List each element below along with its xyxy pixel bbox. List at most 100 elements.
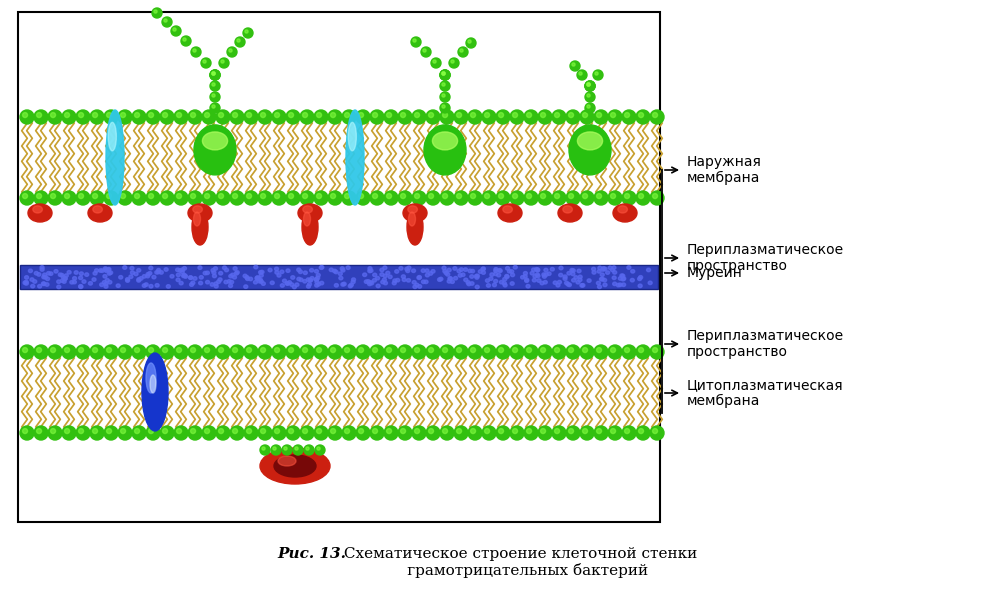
Ellipse shape xyxy=(380,268,384,272)
Ellipse shape xyxy=(305,207,315,215)
Ellipse shape xyxy=(468,191,482,205)
Ellipse shape xyxy=(188,276,192,279)
Ellipse shape xyxy=(569,428,574,433)
Ellipse shape xyxy=(611,193,616,198)
Ellipse shape xyxy=(338,272,342,275)
Ellipse shape xyxy=(376,284,380,288)
Ellipse shape xyxy=(441,94,445,97)
Ellipse shape xyxy=(300,191,314,205)
Ellipse shape xyxy=(536,274,540,278)
Ellipse shape xyxy=(340,267,344,271)
Ellipse shape xyxy=(106,428,111,433)
Ellipse shape xyxy=(622,191,636,205)
Ellipse shape xyxy=(428,193,433,198)
Ellipse shape xyxy=(592,271,596,274)
Ellipse shape xyxy=(617,283,621,287)
Ellipse shape xyxy=(34,272,38,275)
Ellipse shape xyxy=(308,278,312,282)
Ellipse shape xyxy=(457,269,461,273)
Ellipse shape xyxy=(159,271,163,274)
Ellipse shape xyxy=(192,209,208,245)
Ellipse shape xyxy=(525,279,529,283)
Ellipse shape xyxy=(125,278,129,281)
Ellipse shape xyxy=(173,28,176,31)
Ellipse shape xyxy=(33,206,42,213)
Ellipse shape xyxy=(46,277,50,280)
Ellipse shape xyxy=(541,193,546,198)
Ellipse shape xyxy=(348,284,352,288)
Ellipse shape xyxy=(204,428,209,433)
Ellipse shape xyxy=(372,348,377,353)
Ellipse shape xyxy=(25,275,29,279)
Ellipse shape xyxy=(566,426,580,440)
Ellipse shape xyxy=(224,280,228,284)
Ellipse shape xyxy=(260,113,265,118)
Ellipse shape xyxy=(50,348,56,353)
Ellipse shape xyxy=(162,428,167,433)
Ellipse shape xyxy=(445,273,449,276)
Ellipse shape xyxy=(180,271,184,274)
Ellipse shape xyxy=(533,278,537,282)
Ellipse shape xyxy=(298,270,302,274)
Ellipse shape xyxy=(382,266,386,269)
Ellipse shape xyxy=(384,191,398,205)
Ellipse shape xyxy=(28,269,32,272)
Ellipse shape xyxy=(475,285,479,289)
Ellipse shape xyxy=(441,72,445,75)
Ellipse shape xyxy=(369,282,373,285)
Ellipse shape xyxy=(62,110,76,124)
Ellipse shape xyxy=(392,279,396,282)
Ellipse shape xyxy=(426,345,440,359)
Ellipse shape xyxy=(116,284,120,288)
Ellipse shape xyxy=(107,267,111,271)
Ellipse shape xyxy=(277,274,281,277)
Ellipse shape xyxy=(288,428,293,433)
Ellipse shape xyxy=(426,191,440,205)
Ellipse shape xyxy=(286,426,300,440)
Ellipse shape xyxy=(328,345,342,359)
Ellipse shape xyxy=(506,267,510,270)
Ellipse shape xyxy=(30,278,34,282)
Ellipse shape xyxy=(370,110,384,124)
Ellipse shape xyxy=(478,270,482,274)
Ellipse shape xyxy=(440,92,450,102)
Ellipse shape xyxy=(544,268,548,272)
Ellipse shape xyxy=(298,204,322,222)
Ellipse shape xyxy=(571,272,575,275)
Ellipse shape xyxy=(189,283,193,286)
Ellipse shape xyxy=(275,271,279,274)
Ellipse shape xyxy=(76,426,90,440)
Ellipse shape xyxy=(255,277,259,280)
Ellipse shape xyxy=(454,345,468,359)
Ellipse shape xyxy=(424,125,466,175)
Ellipse shape xyxy=(426,110,440,124)
Ellipse shape xyxy=(499,280,504,284)
Ellipse shape xyxy=(496,191,510,205)
Ellipse shape xyxy=(625,428,630,433)
Ellipse shape xyxy=(106,348,111,353)
Ellipse shape xyxy=(137,269,141,272)
Ellipse shape xyxy=(583,348,588,353)
Ellipse shape xyxy=(538,345,552,359)
Ellipse shape xyxy=(569,193,574,198)
Ellipse shape xyxy=(577,269,581,273)
Ellipse shape xyxy=(456,428,461,433)
Ellipse shape xyxy=(146,426,160,440)
Ellipse shape xyxy=(307,283,311,286)
Ellipse shape xyxy=(456,113,461,118)
Ellipse shape xyxy=(496,345,510,359)
Ellipse shape xyxy=(316,428,321,433)
Ellipse shape xyxy=(210,81,220,91)
Ellipse shape xyxy=(258,278,262,282)
Ellipse shape xyxy=(563,206,573,213)
Ellipse shape xyxy=(50,113,56,118)
Ellipse shape xyxy=(188,345,202,359)
Ellipse shape xyxy=(230,345,244,359)
Ellipse shape xyxy=(40,266,44,269)
Ellipse shape xyxy=(50,428,56,433)
Ellipse shape xyxy=(425,269,429,272)
Ellipse shape xyxy=(148,428,153,433)
Ellipse shape xyxy=(431,269,435,273)
Ellipse shape xyxy=(400,428,405,433)
Ellipse shape xyxy=(90,110,104,124)
